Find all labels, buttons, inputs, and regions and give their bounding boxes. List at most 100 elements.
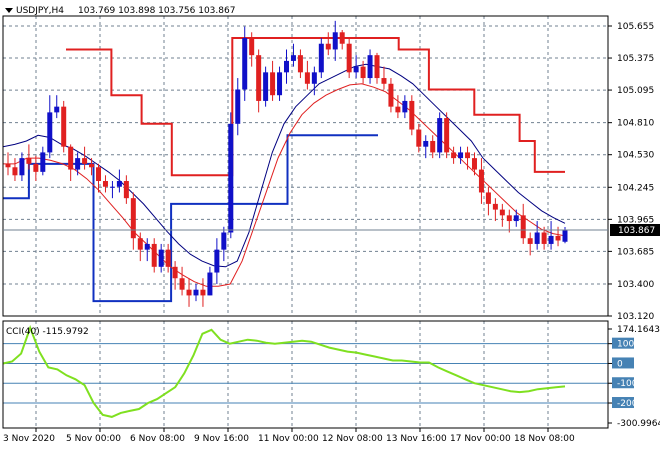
- time-tick-label: 17 Nov 00:00: [450, 434, 511, 444]
- candle-bull: [116, 181, 122, 187]
- candle-bull: [109, 186, 115, 188]
- candle-bear: [151, 243, 157, 267]
- candle-bear: [256, 55, 262, 101]
- candle-bull: [228, 123, 234, 233]
- candle-bull: [534, 232, 540, 244]
- price-tick-label: 104.810: [617, 119, 654, 129]
- candle-bear: [527, 238, 533, 244]
- candle-bear: [541, 232, 547, 244]
- time-tick-label: 3 Nov 2020: [3, 434, 55, 444]
- candle-bull: [513, 215, 519, 222]
- candle-bear: [346, 43, 352, 73]
- cci-tick-label: 100: [617, 340, 634, 350]
- candle-bull: [242, 38, 248, 90]
- candle-bear: [360, 66, 366, 79]
- candle-bull: [318, 43, 324, 73]
- candle-bear: [339, 32, 345, 44]
- candle-bull: [437, 118, 443, 153]
- candle-bear: [12, 167, 18, 176]
- candle-bear: [395, 106, 401, 113]
- candle-bear: [465, 152, 471, 159]
- candle-bull: [290, 55, 296, 61]
- cci-tick-label: 0: [617, 359, 623, 369]
- candle-bear: [186, 289, 192, 296]
- price-pane-frame: [2, 15, 609, 317]
- candle-bull: [458, 152, 464, 159]
- candle-bull: [54, 106, 60, 113]
- candle-bear: [471, 158, 477, 170]
- candle-bull: [353, 66, 359, 73]
- candle-bull: [311, 72, 317, 84]
- candle-bull: [47, 112, 53, 153]
- candle-bull: [19, 158, 25, 176]
- candle-bear: [249, 38, 255, 56]
- candle-bear: [270, 72, 276, 96]
- candle-bear: [381, 78, 387, 84]
- cci-indicator[interactable]: [2, 324, 566, 418]
- candle-bear: [416, 129, 422, 147]
- candle-bear: [165, 249, 171, 267]
- candle-bear: [444, 118, 450, 153]
- ohlc-readout: 103.769 103.898 103.756 103.867: [78, 6, 235, 16]
- fast-ma-line: [2, 63, 566, 268]
- time-tick-label: 6 Nov 08:00: [130, 434, 185, 444]
- candle-bear: [82, 158, 88, 164]
- candle-bear: [123, 181, 129, 199]
- candle-bear: [374, 55, 380, 79]
- candle-bear: [325, 43, 331, 50]
- time-tick-label: 18 Nov 08:00: [514, 434, 575, 444]
- slow-ma-line: [3, 83, 566, 287]
- candle-bear: [555, 235, 561, 241]
- candle-bear: [5, 163, 11, 168]
- time-tick-label: 11 Nov 00:00: [258, 434, 319, 444]
- price-tick-label: 103.120: [617, 312, 654, 322]
- time-tick-label: 13 Nov 16:00: [386, 434, 447, 444]
- candle-bull: [75, 158, 81, 170]
- candle-bear: [297, 55, 303, 73]
- candle-bear: [304, 72, 310, 84]
- candle-bear: [409, 100, 415, 130]
- candle-bear: [89, 163, 95, 168]
- candle-bull: [548, 235, 554, 244]
- candle-bull: [144, 243, 150, 250]
- candle-bull: [221, 232, 227, 250]
- candle-bear: [499, 209, 505, 216]
- candle-bear: [61, 106, 67, 147]
- candle-bear: [26, 158, 32, 164]
- symbol-title: USDJPY,H4: [16, 6, 64, 16]
- cci-axis: 174.1643 100 0 -100 -200 -300.9964: [608, 325, 660, 429]
- price-axis: 105.655 105.375 105.095 104.810 104.530 104.2…: [608, 22, 654, 322]
- candle-bull: [332, 32, 338, 50]
- candle-bear: [520, 215, 526, 239]
- candle-bear: [33, 163, 39, 172]
- pane-frames: [2, 15, 609, 429]
- candlestick-series[interactable]: [5, 20, 568, 307]
- candle-bear: [430, 140, 436, 153]
- cci-line: [2, 324, 566, 418]
- price-tick-label: 104.245: [617, 183, 654, 193]
- candle-bull: [214, 249, 220, 273]
- candle-bull: [284, 60, 289, 73]
- cci-level-tag: [612, 337, 634, 349]
- current-price-label: 103.867: [618, 226, 655, 236]
- dropdown-triangle-icon[interactable]: [5, 8, 13, 13]
- candle-bear: [179, 278, 185, 290]
- candle-bull: [193, 289, 199, 296]
- cci-tick-label: -200: [617, 399, 638, 409]
- candle-bull: [235, 89, 241, 124]
- cci-tick-label: -100: [617, 379, 638, 389]
- candle-bear: [492, 203, 498, 210]
- price-tick-label: 104.530: [617, 151, 654, 161]
- candle-bull: [158, 249, 164, 267]
- candle-bull: [423, 140, 429, 147]
- time-tick-label: 5 Nov 00:00: [66, 434, 121, 444]
- candle-bull: [402, 100, 408, 113]
- candle-bear: [506, 215, 512, 222]
- time-axis: 3 Nov 2020 5 Nov 00:00 6 Nov 08:00 9 Nov 16…: [3, 428, 575, 444]
- time-tick-label: 12 Nov 08:00: [322, 434, 383, 444]
- price-tick-label: 103.685: [617, 247, 654, 257]
- candle-bull: [207, 272, 213, 296]
- cci-title: CCI(40) -115.9792: [6, 327, 89, 337]
